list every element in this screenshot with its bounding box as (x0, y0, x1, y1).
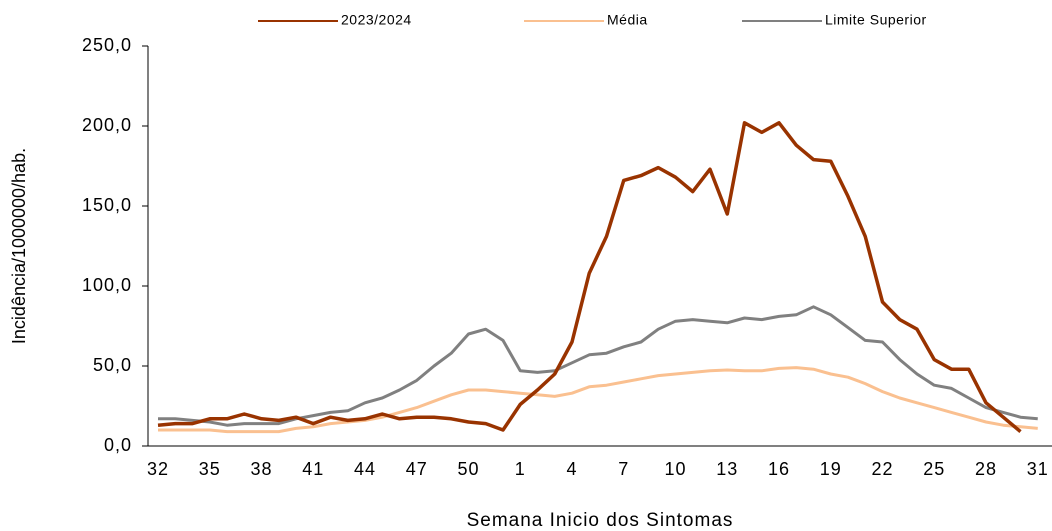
x-tick-label: 16 (768, 459, 790, 479)
x-tick-label: 38 (250, 459, 272, 479)
x-tick-label: 13 (716, 459, 738, 479)
x-tick-label: 44 (354, 459, 376, 479)
x-tick-label: 22 (871, 459, 893, 479)
x-tick-label: 19 (820, 459, 842, 479)
x-tick-label: 4 (566, 459, 577, 479)
legend-label: Média (607, 12, 648, 28)
x-tick-label: 31 (1027, 459, 1049, 479)
x-tick-label: 32 (147, 459, 169, 479)
y-tick-label: 150,0 (82, 195, 132, 215)
x-tick-label: 35 (199, 459, 221, 479)
y-tick-label: 50,0 (93, 355, 132, 375)
x-tick-label: 25 (923, 459, 945, 479)
series-line (158, 366, 1038, 434)
x-tick-label: 47 (406, 459, 428, 479)
y-axis-title: Incidência/1000000/hab. (9, 148, 29, 344)
x-tick-label: 7 (618, 459, 629, 479)
x-axis-title: Semana Inicio dos Sintomas (467, 510, 734, 531)
series-line (158, 305, 1038, 427)
y-tick-label: 200,0 (82, 115, 132, 135)
x-tick-label: 28 (975, 459, 997, 479)
y-tick-label: 250,0 (82, 35, 132, 55)
legend-label: 2023/2024 (341, 12, 412, 28)
x-tick-label: 41 (302, 459, 324, 479)
legend-label: Limite Superior (825, 12, 927, 28)
y-tick-label: 0,0 (104, 435, 132, 455)
x-tick-label: 1 (515, 459, 526, 479)
y-tick-label: 100,0 (82, 275, 132, 295)
x-tick-label: 10 (664, 459, 686, 479)
series-line (157, 121, 1022, 433)
x-tick-label: 50 (457, 459, 479, 479)
